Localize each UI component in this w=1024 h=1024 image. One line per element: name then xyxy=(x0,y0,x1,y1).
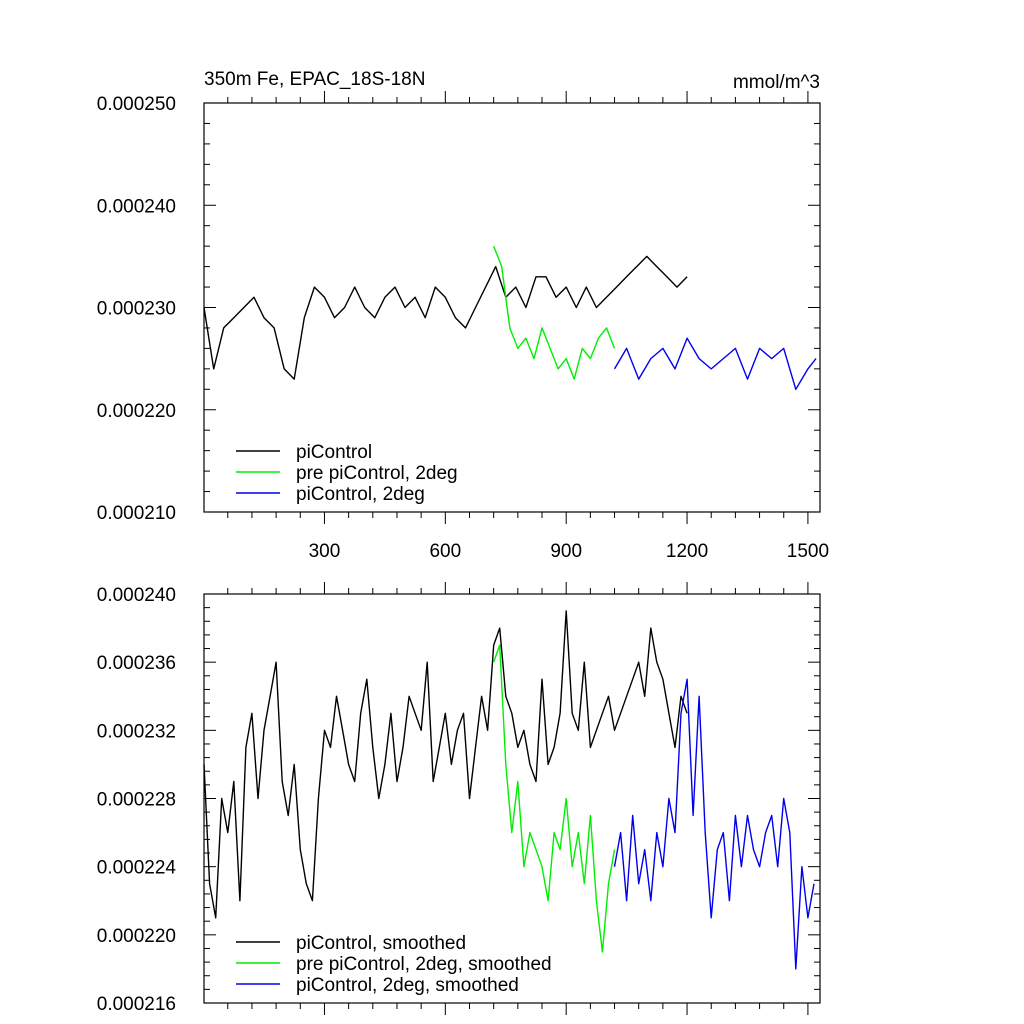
series-line-2 xyxy=(493,245,616,380)
y-tick-label: 0.000216 xyxy=(97,994,176,1015)
y-tick-label: 0.000224 xyxy=(97,858,177,879)
bottom-panel-ticks: 0.000216 0.000220 0.000224 0.000228 0.000232… xyxy=(97,582,820,1015)
legend-label: piControl xyxy=(296,442,372,463)
series-line-3 xyxy=(613,337,817,390)
y-tick-label: 0.000236 xyxy=(97,653,176,674)
y-tick-label: 0.000220 xyxy=(97,926,176,947)
y-tick-label: 0.000228 xyxy=(97,790,176,811)
y-tick-label: 0.000230 xyxy=(97,299,176,320)
x-tick-label: 300 xyxy=(309,541,341,562)
legend-label: piControl, 2deg, smoothed xyxy=(296,975,519,996)
legend-label: piControl, smoothed xyxy=(296,933,466,954)
y-tick-label: 0.000240 xyxy=(97,196,176,217)
y-tick-label: 0.000240 xyxy=(97,585,176,606)
series-line-2 xyxy=(493,644,616,953)
series-line-1 xyxy=(203,610,688,919)
y-tick-label: 0.000220 xyxy=(97,401,176,422)
series-line-1 xyxy=(203,255,688,380)
y-tick-label: 0.000250 xyxy=(97,94,176,115)
top-panel-ticks: 0.000210 0.000220 0.000230 0.000240 0.000250… xyxy=(97,91,829,562)
series-line-3 xyxy=(613,678,815,970)
top-panel-title: 350m Fe, EPAC_18S-18N xyxy=(204,69,425,90)
top-panel-series xyxy=(203,245,817,390)
x-tick-label: 600 xyxy=(429,541,461,562)
legend-label: pre piControl, 2deg, smoothed xyxy=(296,954,552,975)
legend-label: pre piControl, 2deg xyxy=(296,463,458,484)
bottom-panel-series xyxy=(203,610,815,970)
x-tick-label: 1500 xyxy=(787,541,829,562)
bottom-panel-frame xyxy=(203,593,821,1004)
top-panel-frame xyxy=(203,102,821,513)
legend-label: piControl, 2deg xyxy=(296,484,425,505)
x-tick-label: 1200 xyxy=(666,541,708,562)
bottom-panel: 0.000216 0.000220 0.000224 0.000228 0.000232… xyxy=(97,582,821,1015)
y-tick-label: 0.000210 xyxy=(97,503,176,524)
top-panel: 350m Fe, EPAC_18S-18N mmol/m^3 0.0002100… xyxy=(97,69,829,562)
x-tick-label: 900 xyxy=(550,541,582,562)
y-tick-label: 0.000232 xyxy=(97,721,176,742)
top-panel-units: mmol/m^3 xyxy=(733,72,820,93)
